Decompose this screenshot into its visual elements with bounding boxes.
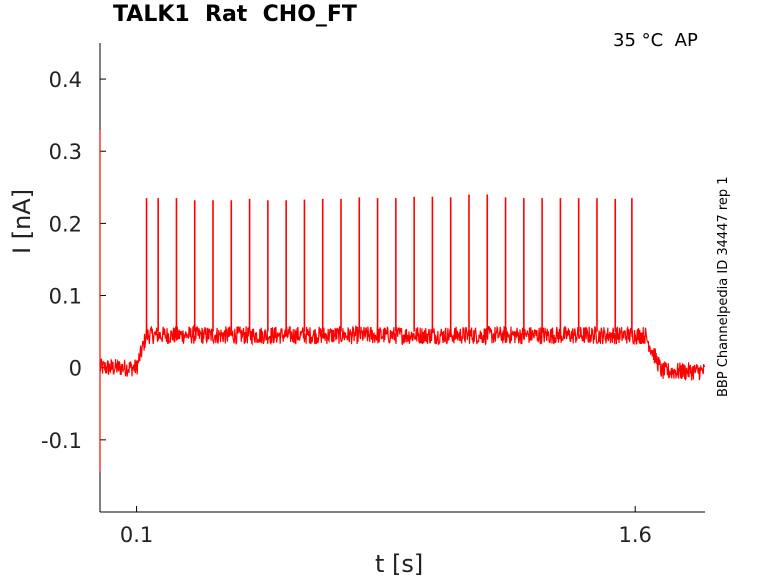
channelpedia-id-label: BBP Channelpedia ID 34447 rep 1 — [716, 176, 731, 397]
axes: 0.4 0.3 0.2 0.1 0 -0.1 0.1 1.6 — [41, 43, 705, 547]
chart-title: TALK1 Rat CHO_FT — [113, 2, 357, 27]
y-tick-label: 0.2 — [49, 212, 82, 236]
y-tick-label: 0.4 — [49, 68, 82, 92]
y-axis-label: I [nA] — [8, 188, 36, 254]
x-tick-label: 1.6 — [618, 523, 651, 547]
x-tick-label: 0.1 — [120, 523, 153, 547]
y-tick-label: 0.1 — [49, 285, 82, 309]
current-trace — [99, 129, 706, 473]
y-tick-label: -0.1 — [41, 429, 82, 453]
temperature-annotation: 35 °C AP — [613, 30, 698, 51]
y-tick-label: 0 — [69, 357, 82, 381]
x-axis-label: t [s] — [375, 550, 424, 578]
y-tick-label: 0.3 — [49, 140, 82, 164]
trace-line — [99, 129, 706, 473]
